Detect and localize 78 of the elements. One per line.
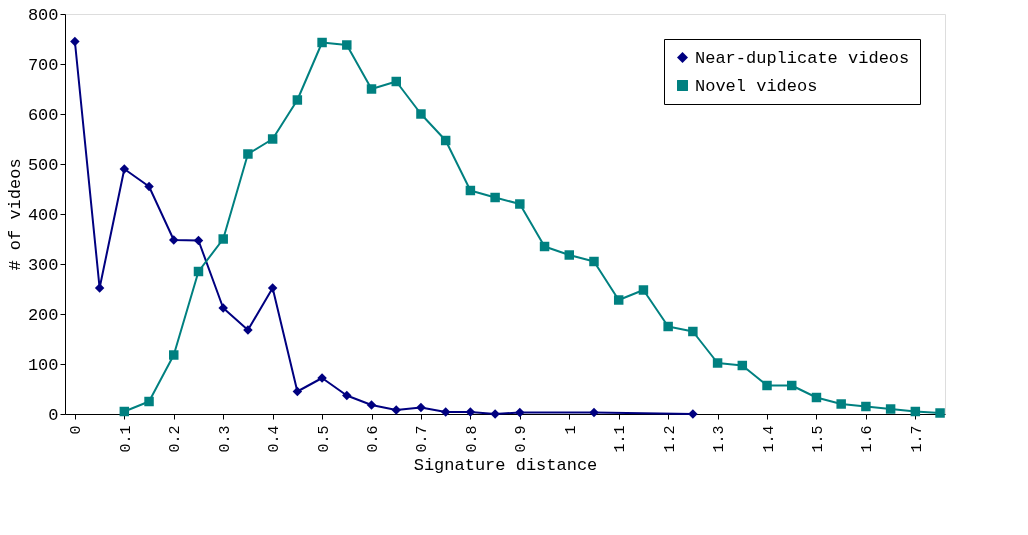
point	[490, 192, 500, 203]
point	[663, 321, 673, 332]
point	[70, 36, 80, 47]
x-tick-label: 0.7	[414, 425, 432, 453]
y-tick-label: 800	[27, 5, 59, 25]
point	[440, 407, 451, 417]
point	[416, 109, 426, 119]
point	[688, 326, 698, 337]
point	[193, 266, 204, 277]
point	[836, 399, 846, 409]
point	[861, 401, 871, 412]
x-tick-label: 0	[68, 425, 86, 435]
point	[267, 134, 278, 144]
point	[465, 185, 476, 196]
y-tick-label: 300	[27, 255, 59, 275]
x-tick-label: 1.6	[859, 425, 877, 453]
point	[935, 408, 945, 418]
x-tick-label: 1.5	[809, 425, 827, 453]
x-tick-label: 0.1	[117, 425, 135, 453]
point	[218, 234, 228, 244]
point	[317, 37, 327, 48]
point	[94, 283, 105, 293]
x-tick-label: 0.2	[167, 425, 185, 453]
point	[515, 199, 525, 209]
point	[119, 406, 130, 417]
point	[712, 358, 723, 368]
point	[416, 402, 426, 413]
point	[465, 407, 476, 417]
point	[366, 400, 377, 410]
legend-label: Novel videos	[695, 76, 818, 96]
point	[440, 135, 451, 146]
point	[613, 295, 624, 305]
point	[910, 406, 921, 417]
y-tick-label: 200	[27, 305, 59, 325]
legend-label: Near-duplicate videos	[695, 48, 910, 68]
x-tick-label: 1.3	[711, 425, 729, 453]
point	[539, 241, 550, 252]
y-tick-label: 700	[27, 55, 59, 75]
x-tick-label: 0.4	[266, 425, 284, 453]
point	[762, 380, 772, 391]
point	[342, 40, 352, 50]
point	[515, 407, 525, 418]
point	[267, 283, 278, 293]
point	[638, 285, 649, 295]
x-tick-label: 1.2	[661, 425, 679, 453]
x-tick-label: 0.3	[216, 425, 234, 453]
point	[885, 404, 896, 414]
point	[737, 360, 748, 371]
y-tick-label: 600	[27, 105, 59, 125]
x-axis-title: Signature distance	[413, 455, 598, 475]
point	[589, 407, 599, 418]
point	[144, 396, 154, 407]
x-tick-label: 1.4	[760, 425, 778, 453]
y-tick-label: 500	[27, 155, 59, 175]
x-tick-label: 0.6	[365, 425, 383, 453]
x-tick-label: 0.8	[463, 425, 481, 453]
x-tick-label: 1.7	[908, 425, 926, 453]
point	[787, 380, 797, 391]
x-tick-label: 0.9	[513, 425, 531, 453]
point	[169, 350, 179, 360]
point	[292, 95, 303, 105]
x-tick-label: 0.5	[315, 425, 333, 453]
point	[144, 181, 154, 192]
y-tick-label: 400	[27, 205, 59, 225]
point	[366, 84, 377, 94]
x-tick-label: 1	[562, 425, 580, 435]
x-tick-label: 1.1	[612, 425, 630, 453]
point	[119, 164, 130, 174]
point	[589, 256, 599, 267]
point	[193, 235, 204, 246]
point	[391, 76, 401, 87]
point	[811, 392, 822, 403]
y-axis-title: # of videos	[5, 158, 25, 271]
point	[342, 390, 352, 401]
point	[243, 149, 253, 159]
point	[292, 386, 303, 397]
y-tick-label: 100	[27, 355, 59, 375]
point	[564, 250, 575, 260]
